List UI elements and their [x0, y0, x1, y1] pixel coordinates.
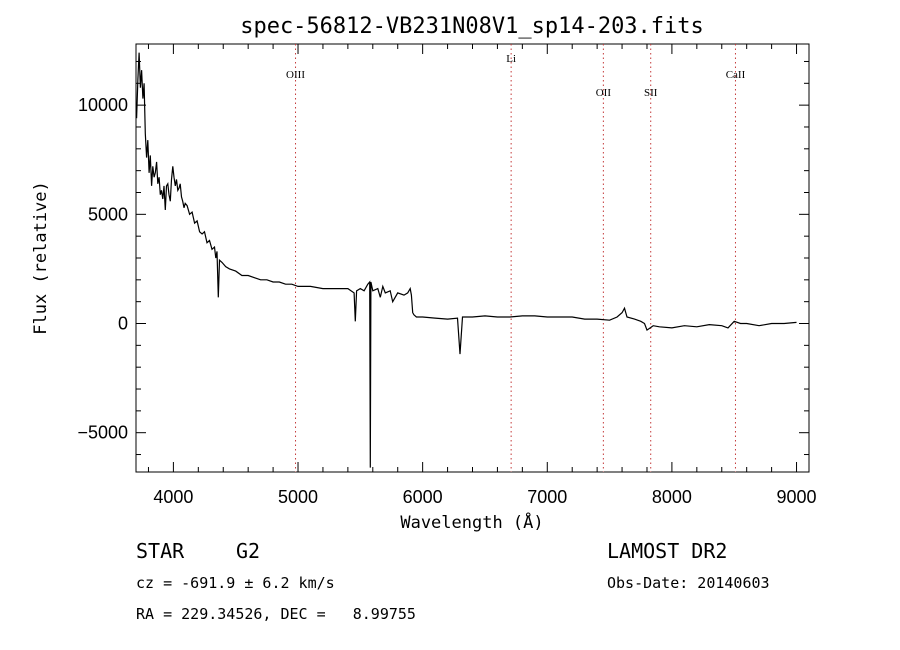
survey-name: LAMOST DR2 [607, 539, 727, 563]
reference-line-label: Li [506, 53, 516, 65]
y-tick-label: −5000 [77, 423, 128, 443]
x-tick-label: 8000 [652, 487, 692, 507]
x-tick-label: 6000 [403, 487, 443, 507]
plot-frame [135, 43, 810, 473]
object-subclass: G2 [236, 539, 260, 563]
x-tick-label: 7000 [527, 487, 567, 507]
redshift-value: cz = -691.9 ± 6.2 km/s [136, 574, 335, 592]
axis-tick-labels: 4000 5000 6000 7000 8000 9000 −5000 0 5000 10000 [77, 95, 816, 507]
x-tick-label: 4000 [153, 487, 193, 507]
y-tick-label: 0 [118, 314, 128, 334]
reference-line-label: OII [596, 87, 612, 99]
reference-line-label: CaII [726, 69, 746, 81]
y-tick-label: 10000 [78, 95, 128, 115]
x-tick-label: 9000 [777, 487, 817, 507]
reference-lines: OIII Li OII SII CaII [286, 44, 746, 472]
y-tick-label: 5000 [88, 204, 128, 224]
y-axis-label: Flux (relative) [31, 181, 51, 335]
chart-title: spec-56812-VB231N08V1_sp14-203.fits [240, 14, 704, 39]
coordinates: RA = 229.34526, DEC = 8.99755 [136, 605, 416, 623]
x-tick-label: 5000 [278, 487, 318, 507]
reference-line-label: OIII [286, 69, 305, 81]
axis-ticks [136, 44, 809, 472]
reference-line-label: SII [644, 87, 658, 99]
object-class: STAR [136, 539, 185, 563]
spectrum-line [136, 52, 797, 468]
observation-date: Obs-Date: 20140603 [607, 574, 770, 592]
x-axis-label: Wavelength (Å) [400, 511, 543, 533]
